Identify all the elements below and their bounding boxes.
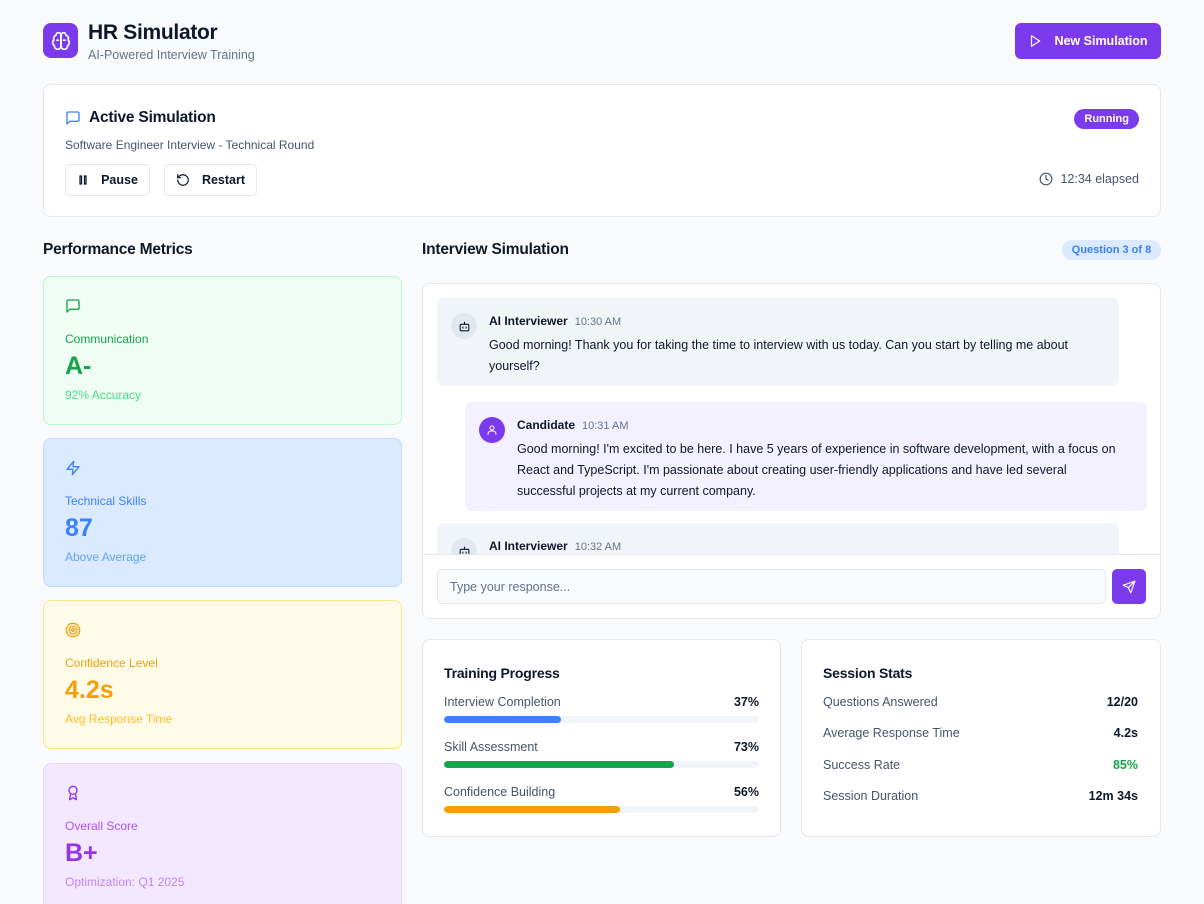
metric-value: A-: [65, 352, 92, 380]
metric-value: 4.2s: [65, 676, 114, 704]
message-text: Good morning! I'm excited to be here. I …: [517, 442, 1116, 498]
question-badge: Question 3 of 8: [1062, 240, 1161, 260]
metric-note: Optimization: Q1 2025: [65, 875, 185, 889]
metric-card-overall-score: Overall Score B+ Optimization: Q1 2025: [43, 763, 402, 904]
elapsed-label: 12:34 elapsed: [1060, 172, 1139, 186]
bot-icon: [451, 538, 477, 554]
metric-note: Above Average: [65, 550, 147, 564]
metric-note: Avg Response Time: [65, 712, 173, 726]
message-sender: AI Interviewer: [489, 314, 568, 328]
send-icon: [1122, 580, 1136, 594]
send-button[interactable]: [1112, 569, 1146, 604]
metric-value: 87: [65, 514, 93, 542]
new-simulation-label: New Simulation: [1054, 34, 1148, 48]
training-progress-title: Training Progress: [444, 665, 560, 681]
active-simulation-subtitle: Software Engineer Interview - Technical …: [65, 138, 315, 152]
message-time: 10:32 AM: [574, 541, 622, 553]
chat-message-ai: AI Interviewer 10:30 AM Good morning! Th…: [437, 298, 1119, 386]
restart-button[interactable]: Restart: [164, 164, 257, 196]
bot-icon: [451, 313, 477, 339]
elapsed-time: 12:34 elapsed: [1039, 172, 1139, 186]
progress-fill: [444, 761, 674, 768]
message-sender: AI Interviewer: [489, 539, 568, 553]
chat-message-candidate: Candidate 10:31 AM Good morning! I'm exc…: [465, 402, 1147, 511]
metric-label: Technical Skills: [65, 494, 147, 508]
stat-value: 85%: [1112, 758, 1138, 772]
progress-value: 37%: [733, 695, 759, 709]
message-square-icon: [65, 298, 81, 314]
progress-label: Confidence Building: [444, 785, 556, 799]
metric-label: Communication: [65, 332, 149, 346]
progress-fill: [444, 806, 621, 813]
pause-icon: [77, 174, 89, 186]
progress-row: Confidence Building 56%: [444, 785, 759, 815]
stat-value: 12m 34s: [1088, 789, 1138, 803]
message-time: 10:31 AM: [582, 420, 629, 432]
clock-icon: [1039, 172, 1053, 186]
session-stats-title: Session Stats: [823, 665, 913, 681]
metric-value: B+: [65, 839, 98, 867]
stat-label: Session Duration: [823, 789, 919, 803]
progress-track: [444, 761, 759, 768]
stat-value: 12/20: [1106, 695, 1138, 709]
progress-label: Skill Assessment: [444, 740, 538, 754]
performance-metrics-heading: Performance Metrics: [43, 241, 193, 258]
progress-value: 56%: [733, 785, 759, 799]
metric-note: 92% Accuracy: [65, 388, 142, 402]
progress-row: Skill Assessment 73%: [444, 740, 759, 770]
progress-row: Interview Completion 37%: [444, 695, 759, 725]
brain-icon: [43, 23, 78, 58]
training-progress-card: Training Progress Interview Completion 3…: [422, 639, 781, 837]
pause-label: Pause: [101, 173, 138, 187]
metric-label: Confidence Level: [65, 656, 158, 670]
metric-card-communication: Communication A- 92% Accuracy: [43, 276, 402, 425]
progress-track: [444, 716, 759, 723]
active-simulation-card: Active Simulation Software Engineer Inte…: [43, 84, 1161, 217]
user-icon: [479, 417, 505, 443]
chat-messages[interactable]: AI Interviewer 10:30 AM Good morning! Th…: [423, 284, 1160, 554]
interview-simulation-heading: Interview Simulation: [422, 241, 569, 258]
stat-value: 4.2s: [1113, 726, 1138, 740]
session-stats-card: Session Stats Questions Answered 12/20 A…: [801, 639, 1161, 837]
zap-icon: [65, 460, 81, 476]
progress-label: Interview Completion: [444, 695, 561, 709]
metric-label: Overall Score: [65, 819, 138, 833]
message-time: 10:30 AM: [574, 316, 622, 328]
stat-label: Average Response Time: [823, 726, 960, 740]
app-title: HR Simulator: [88, 21, 218, 44]
progress-value: 73%: [733, 740, 759, 754]
restart-label: Restart: [201, 173, 246, 187]
progress-fill: [444, 716, 561, 723]
play-icon: [1028, 34, 1042, 48]
award-icon: [65, 785, 81, 801]
rotate-ccw-icon: [176, 173, 190, 187]
chat-panel: AI Interviewer 10:30 AM Good morning! Th…: [422, 283, 1161, 619]
app-header: HR Simulator AI-Powered Interview Traini…: [43, 21, 1161, 65]
new-simulation-button[interactable]: New Simulation: [1015, 23, 1161, 59]
message-text: Good morning! Thank you for taking the t…: [489, 338, 1069, 373]
app-subtitle: AI-Powered Interview Training: [88, 48, 255, 62]
metric-card-confidence-level: Confidence Level 4.2s Avg Response Time: [43, 600, 402, 749]
target-icon: [65, 622, 81, 638]
divider: [423, 554, 1160, 555]
chat-message-ai: AI Interviewer 10:32 AM: [437, 523, 1119, 554]
stat-label: Questions Answered: [823, 695, 938, 709]
response-input[interactable]: [437, 569, 1106, 604]
pause-button[interactable]: Pause: [65, 164, 150, 196]
progress-track: [444, 806, 759, 813]
message-sender: Candidate: [517, 418, 576, 432]
active-simulation-title: Active Simulation: [89, 109, 216, 126]
metric-card-technical-skills: Technical Skills 87 Above Average: [43, 438, 402, 587]
message-square-icon: [65, 110, 81, 126]
status-badge: Running: [1074, 109, 1139, 129]
stat-label: Success Rate: [823, 758, 901, 772]
